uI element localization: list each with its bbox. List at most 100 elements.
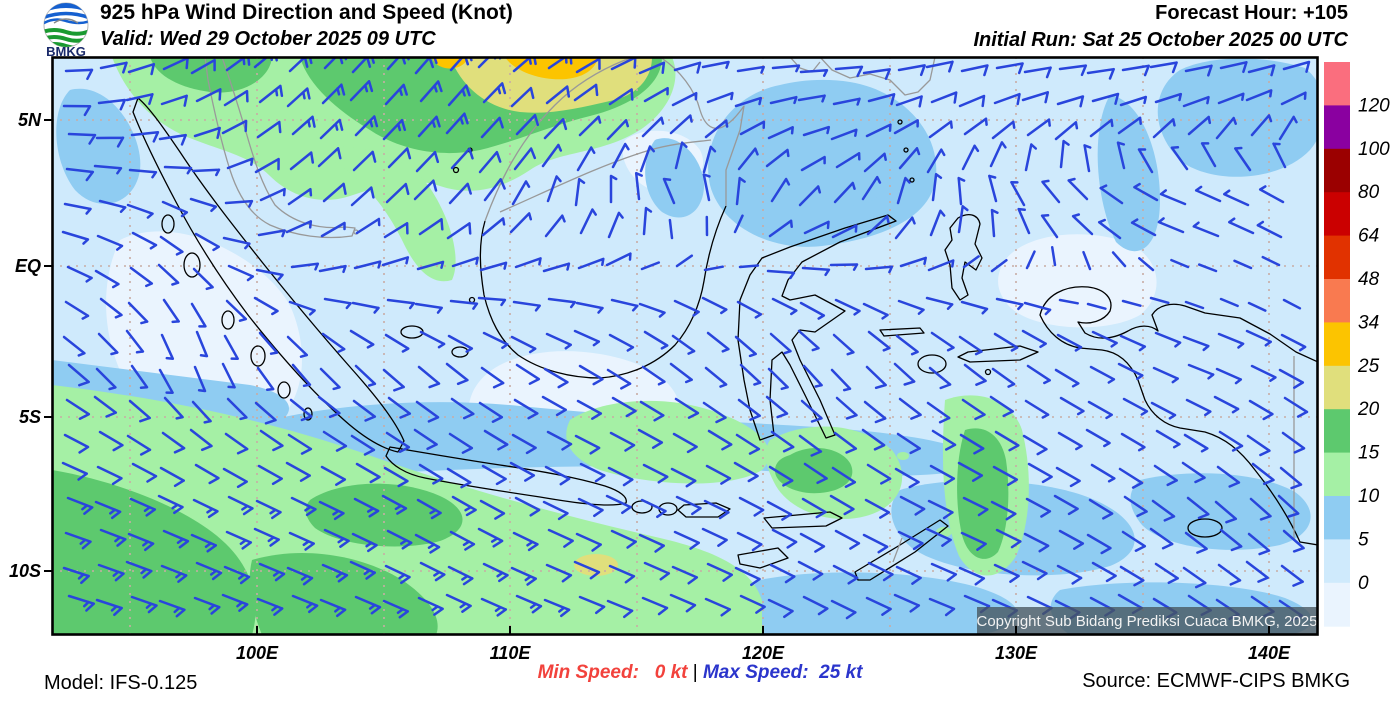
- wind-barb: [894, 467, 920, 489]
- colorbar-band: [1324, 62, 1350, 106]
- wind-barb: [1150, 401, 1177, 420]
- wind-barb: [511, 433, 537, 455]
- wind-barb: [383, 466, 409, 488]
- wind-barb: [706, 91, 734, 104]
- wind-barb: [673, 530, 700, 550]
- wind-barb: [669, 362, 693, 384]
- wind-barb: [479, 261, 508, 272]
- wind-barb: [96, 465, 123, 486]
- wind-barb: [321, 563, 349, 583]
- wind-barb: [898, 147, 921, 170]
- wind-barb: [1056, 564, 1083, 585]
- wind-barb: [257, 464, 283, 486]
- wind-barb: [67, 363, 90, 387]
- wind-barb: [1277, 494, 1300, 518]
- wind-barb: [163, 396, 184, 420]
- wind-barb: [1088, 498, 1114, 520]
- wind-barb: [477, 527, 504, 548]
- wind-barb: [579, 462, 606, 483]
- wind-barb: [765, 148, 790, 168]
- wind-barb: [157, 263, 180, 286]
- wind-barb: [224, 199, 254, 208]
- wind-barb: [1182, 95, 1210, 108]
- wind-barb: [770, 430, 795, 453]
- wind-barb: [162, 298, 180, 324]
- wind-barb: [1024, 143, 1038, 172]
- colorbar-band: [1324, 539, 1350, 584]
- wind-barb: [958, 335, 983, 356]
- wind-barb: [61, 230, 90, 245]
- colorbar-band: [1324, 235, 1350, 280]
- wind-barb: [1149, 527, 1174, 550]
- wind-barb: [61, 461, 88, 481]
- wind-barb: [163, 165, 193, 175]
- wind-barb: [1119, 565, 1145, 587]
- wind-barb: [1097, 218, 1122, 240]
- colorbar-tick-label: 48: [1358, 269, 1380, 290]
- wind-barb: [541, 395, 567, 417]
- wind-barb: [641, 116, 665, 138]
- wind-barb: [447, 565, 474, 586]
- wind-barb: [1247, 64, 1276, 77]
- wind-barb: [350, 186, 375, 207]
- wind-barb: [1272, 142, 1287, 169]
- wind-barb: [159, 235, 184, 256]
- wind-barb: [323, 297, 352, 310]
- wind-barb: [1228, 217, 1255, 235]
- wind-barb: [766, 500, 793, 521]
- wind-barb: [767, 126, 794, 140]
- wind-barb: [64, 300, 90, 320]
- colorbar-band: [1324, 148, 1350, 193]
- colorbar-band: [1324, 409, 1350, 454]
- colorbar-tick-label: 25: [1357, 356, 1380, 377]
- wind-barb: [416, 498, 442, 520]
- wind-barb: [669, 593, 697, 613]
- wind-barb: [576, 399, 603, 420]
- wind-barb: [1059, 396, 1085, 416]
- wind-barb: [221, 119, 248, 135]
- map-border: [51, 56, 1319, 636]
- wind-barb: [354, 364, 377, 387]
- wind-barb: [513, 398, 539, 420]
- wind-barb: [127, 301, 149, 325]
- wind-barb: [355, 462, 381, 484]
- wind-barb: [258, 562, 286, 582]
- wind-barb: [577, 497, 604, 518]
- wind-barb: [225, 299, 248, 322]
- wind-barb: [97, 332, 119, 356]
- wind-barb: [481, 217, 506, 237]
- wind-barb: [959, 433, 985, 455]
- wind-barb: [894, 216, 916, 240]
- wind-barb: [797, 560, 824, 581]
- colorbar-band: [1324, 192, 1350, 237]
- wind-barb: [865, 365, 887, 390]
- wind-barb: [128, 168, 158, 179]
- x-axis: 100E 110E 120E 130E 140E: [236, 626, 1291, 663]
- wind-barb: [990, 208, 999, 238]
- wind-barb: [1149, 296, 1170, 305]
- wind-barb: [1059, 139, 1070, 169]
- wind-barb: [611, 396, 637, 418]
- wind-barb: [605, 494, 632, 515]
- wind-barb: [62, 335, 86, 357]
- wind-barb: [387, 396, 412, 419]
- wind-barb: [382, 368, 405, 392]
- wind-barb: [1157, 217, 1185, 234]
- wind-barb: [641, 596, 669, 616]
- wind-barb: [189, 197, 218, 213]
- wind-barb: [450, 147, 474, 170]
- wind-barb: [989, 141, 1007, 168]
- wind-barb: [288, 300, 316, 316]
- wind-barb: [643, 86, 669, 103]
- wind-barb: [861, 175, 882, 201]
- wind-barb: [1278, 368, 1305, 389]
- wind-barb: [195, 330, 209, 358]
- wind-barb: [893, 119, 919, 135]
- wind-barb: [195, 561, 223, 581]
- wind-barb: [285, 220, 313, 234]
- wind-barb: [573, 83, 599, 102]
- wind-barb: [254, 157, 280, 174]
- wind-barb: [1159, 189, 1187, 206]
- wind-barb: [353, 260, 382, 270]
